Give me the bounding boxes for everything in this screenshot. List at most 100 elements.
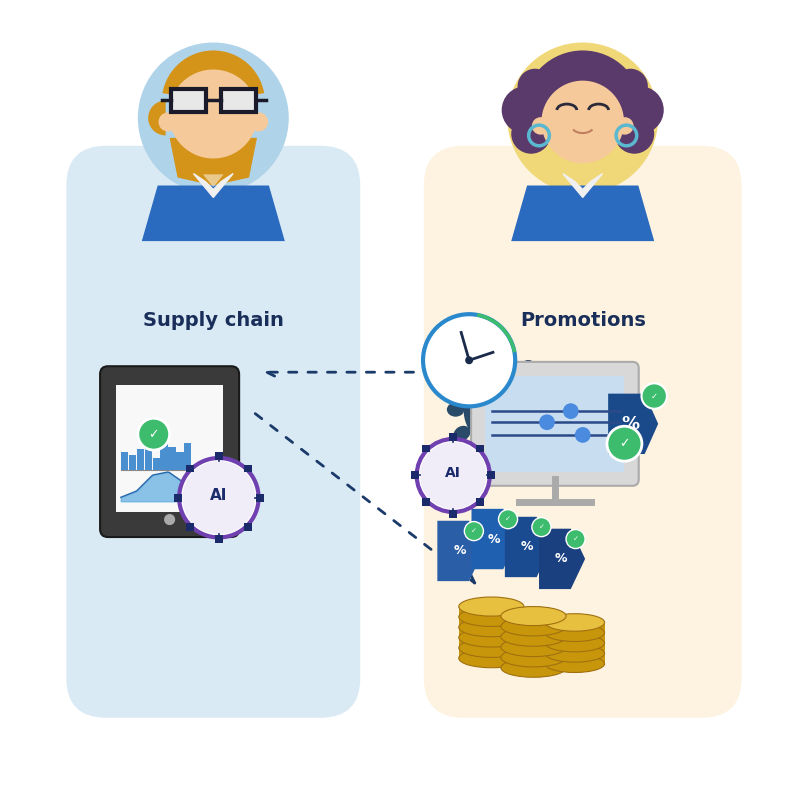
FancyBboxPatch shape (471, 362, 638, 486)
Text: %: % (454, 545, 466, 558)
Circle shape (502, 86, 550, 134)
Ellipse shape (472, 442, 487, 459)
Circle shape (532, 117, 550, 134)
Text: Supply chain: Supply chain (143, 311, 284, 330)
Circle shape (511, 114, 551, 154)
Circle shape (542, 81, 624, 163)
Bar (161, 439, 168, 470)
Bar (184, 442, 191, 470)
Circle shape (465, 356, 473, 364)
Bar (222, 90, 256, 112)
FancyBboxPatch shape (100, 366, 239, 537)
Circle shape (616, 117, 634, 134)
Circle shape (464, 522, 483, 541)
Circle shape (423, 314, 515, 406)
Bar (458, 606, 524, 658)
Bar (422, 498, 430, 506)
Ellipse shape (458, 649, 524, 668)
Text: Promotions: Promotions (520, 311, 646, 330)
Text: %: % (555, 552, 567, 566)
Polygon shape (203, 174, 224, 187)
Ellipse shape (472, 360, 487, 377)
Bar (174, 494, 182, 502)
Wedge shape (523, 50, 642, 110)
Polygon shape (511, 186, 654, 241)
Text: ✓: ✓ (538, 524, 544, 530)
Ellipse shape (501, 648, 566, 667)
Ellipse shape (536, 426, 553, 441)
Circle shape (169, 70, 258, 158)
Ellipse shape (458, 618, 524, 637)
Text: ✓: ✓ (650, 391, 658, 401)
Polygon shape (471, 509, 518, 570)
Circle shape (575, 428, 590, 442)
Text: ✓: ✓ (619, 437, 630, 450)
Ellipse shape (545, 614, 605, 631)
Bar (169, 447, 175, 470)
Bar (486, 376, 625, 471)
Circle shape (138, 42, 289, 194)
Polygon shape (539, 529, 585, 589)
FancyBboxPatch shape (424, 146, 742, 718)
Text: AI: AI (210, 488, 227, 503)
Ellipse shape (501, 638, 566, 657)
Bar (176, 452, 183, 470)
Polygon shape (142, 186, 285, 241)
Bar (215, 453, 223, 460)
Polygon shape (194, 174, 233, 198)
Polygon shape (505, 517, 551, 577)
Circle shape (642, 383, 667, 409)
Circle shape (182, 461, 255, 534)
Bar (116, 386, 223, 512)
Bar (129, 455, 136, 470)
Bar (186, 523, 194, 531)
Text: ✓: ✓ (471, 528, 477, 534)
Bar (422, 445, 430, 453)
Circle shape (564, 404, 578, 418)
Circle shape (613, 69, 648, 104)
Circle shape (518, 69, 553, 104)
Bar (476, 445, 484, 453)
Wedge shape (162, 50, 264, 102)
FancyBboxPatch shape (66, 146, 360, 718)
Polygon shape (563, 174, 602, 198)
Ellipse shape (545, 645, 605, 662)
Ellipse shape (447, 402, 464, 417)
Ellipse shape (458, 597, 524, 616)
Bar (121, 452, 128, 470)
Ellipse shape (501, 627, 566, 646)
Ellipse shape (519, 360, 534, 377)
Circle shape (164, 514, 175, 525)
Ellipse shape (501, 617, 566, 636)
Circle shape (540, 415, 554, 430)
Bar (244, 465, 252, 473)
Bar (545, 622, 605, 664)
Circle shape (249, 113, 268, 131)
Circle shape (566, 530, 585, 549)
Circle shape (616, 86, 664, 134)
Ellipse shape (536, 378, 553, 394)
Bar (487, 471, 495, 479)
Ellipse shape (545, 634, 605, 652)
Bar (501, 616, 566, 668)
Bar (153, 458, 160, 470)
Ellipse shape (519, 442, 534, 459)
Circle shape (463, 370, 543, 450)
Text: %: % (521, 541, 534, 554)
Text: ✓: ✓ (505, 516, 511, 522)
Bar (244, 523, 252, 531)
Polygon shape (438, 521, 483, 581)
Ellipse shape (496, 449, 510, 466)
Circle shape (507, 42, 658, 194)
Bar (411, 471, 419, 479)
Circle shape (417, 439, 490, 512)
Circle shape (179, 458, 258, 538)
Bar (171, 90, 206, 112)
Text: ✓: ✓ (573, 536, 578, 542)
Bar (450, 510, 458, 518)
Circle shape (420, 442, 486, 509)
Ellipse shape (542, 402, 560, 417)
Ellipse shape (501, 606, 566, 626)
Circle shape (486, 393, 520, 426)
Text: ✓: ✓ (149, 428, 159, 441)
